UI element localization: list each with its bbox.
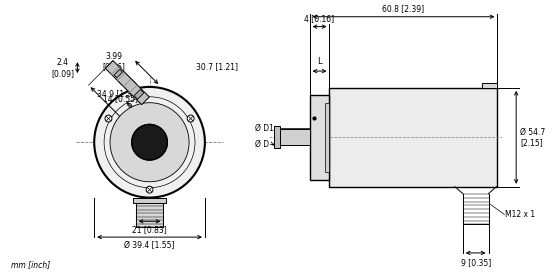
Text: Ø 39.4 [1.55]: Ø 39.4 [1.55]: [124, 241, 175, 250]
Text: 9 [0.35]: 9 [0.35]: [461, 258, 491, 267]
Polygon shape: [105, 61, 149, 105]
Circle shape: [187, 115, 194, 122]
Text: 21 [0.83]: 21 [0.83]: [132, 225, 167, 234]
FancyBboxPatch shape: [310, 95, 329, 180]
FancyBboxPatch shape: [329, 88, 498, 187]
Circle shape: [110, 103, 189, 182]
Text: Ø D1: Ø D1: [255, 124, 274, 133]
Text: 3.99
[0.16]: 3.99 [0.16]: [103, 52, 126, 72]
Text: mm [inch]: mm [inch]: [11, 260, 50, 269]
Text: 4 [0.16]: 4 [0.16]: [305, 14, 335, 23]
Circle shape: [94, 87, 205, 198]
Circle shape: [105, 115, 112, 122]
Text: M12 x 1: M12 x 1: [505, 210, 536, 219]
FancyBboxPatch shape: [482, 83, 498, 88]
Circle shape: [132, 124, 167, 160]
Text: 60.8 [2.39]: 60.8 [2.39]: [382, 4, 425, 13]
Text: Ø 54.7
[2.15]: Ø 54.7 [2.15]: [520, 128, 546, 147]
FancyBboxPatch shape: [325, 103, 329, 172]
Text: 14 [0.55]: 14 [0.55]: [102, 95, 138, 104]
Text: 34.9 [1.37]: 34.9 [1.37]: [97, 89, 140, 98]
FancyBboxPatch shape: [132, 198, 167, 202]
Text: L: L: [317, 57, 322, 66]
FancyBboxPatch shape: [274, 127, 280, 148]
Circle shape: [146, 186, 153, 193]
Text: 30.7 [1.21]: 30.7 [1.21]: [196, 62, 238, 71]
FancyBboxPatch shape: [136, 198, 163, 227]
Polygon shape: [114, 69, 122, 78]
Polygon shape: [134, 89, 144, 99]
Text: Ø D: Ø D: [255, 140, 269, 149]
FancyBboxPatch shape: [280, 129, 310, 145]
Text: 2.4
[0.09]: 2.4 [0.09]: [51, 59, 74, 78]
